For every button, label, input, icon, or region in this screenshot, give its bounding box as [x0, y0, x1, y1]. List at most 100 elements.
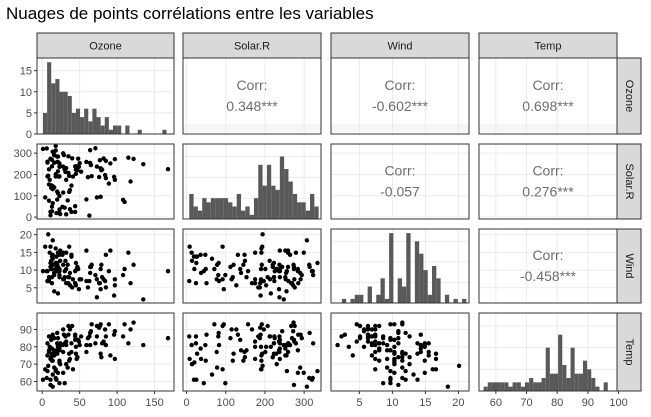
scatter-point — [58, 258, 63, 264]
scatter-Wind-vs-Solar.R — [187, 232, 320, 302]
scatter-point — [203, 358, 208, 363]
panel-border — [182, 143, 322, 220]
scatter-point — [281, 297, 286, 302]
histogram-bar — [512, 382, 517, 391]
scatter-point — [256, 285, 261, 290]
scatter-point — [373, 334, 378, 339]
scatter-point — [223, 272, 228, 278]
scatter-point — [241, 262, 246, 267]
scatter-point — [48, 244, 53, 249]
y-tick-label: 10 — [20, 87, 32, 99]
scatter-point — [396, 382, 401, 388]
scatter-point — [63, 361, 69, 367]
histogram-bar — [419, 253, 424, 303]
histogram-bar — [71, 112, 76, 134]
histogram-bar — [558, 334, 563, 391]
y-tick-label: 5 — [26, 283, 32, 295]
scatter-point — [228, 264, 233, 270]
scatter-point — [220, 367, 225, 372]
scatter-point — [357, 323, 363, 329]
scatter-point — [101, 156, 106, 161]
scatter-point — [103, 342, 109, 348]
scatter-point — [44, 268, 49, 274]
scatter-point — [141, 162, 146, 167]
scatter-Solar.R-vs-Ozone — [40, 143, 171, 218]
scatter-point — [263, 266, 268, 272]
row-strip-label: Ozone — [623, 80, 635, 112]
scatter-point — [277, 266, 283, 272]
scatter-point — [216, 272, 221, 278]
histogram-bar — [591, 378, 596, 391]
scatter-point — [433, 351, 439, 356]
x-tick-label: 0 — [183, 397, 189, 409]
scatter-point — [267, 334, 272, 339]
scatter-point — [260, 232, 265, 237]
scatter-point — [209, 256, 215, 261]
histogram-bar — [297, 202, 302, 219]
panel-Temp-Solar.R — [183, 313, 321, 391]
scatter-point — [98, 166, 103, 171]
scatter-point — [430, 367, 435, 372]
x-tick-label: 100 — [609, 397, 627, 409]
scatter-point — [61, 370, 66, 375]
scatter-point — [43, 244, 48, 249]
scatter-point — [52, 289, 57, 294]
scatter-point — [249, 327, 255, 332]
row-strip-label: Temp — [623, 339, 635, 366]
correlation-value: 0.348*** — [226, 98, 278, 114]
scatter-point — [380, 334, 386, 339]
scatter-point — [72, 337, 78, 343]
scatter-point — [234, 327, 239, 332]
scatter-point — [45, 278, 50, 284]
scatter-point — [67, 187, 73, 193]
scatter-point — [45, 341, 50, 346]
scatter-point — [265, 274, 270, 280]
scatter-point — [369, 353, 375, 358]
histogram-bar — [249, 214, 254, 219]
scatter-point — [284, 368, 290, 374]
histogram-bar — [432, 266, 437, 303]
scatter-point — [238, 270, 244, 276]
scatter-point — [245, 268, 251, 274]
scatter-point — [62, 341, 67, 346]
histogram-bar — [210, 198, 216, 219]
scatter-point — [50, 252, 55, 258]
scatter-point — [112, 329, 118, 334]
scatter-point — [407, 361, 412, 367]
scatter-point — [47, 177, 52, 182]
histogram-bar — [75, 108, 81, 134]
scatter-point — [220, 244, 225, 249]
scatter-point — [87, 342, 93, 348]
scatter-point — [433, 367, 439, 372]
scatter-point — [258, 293, 263, 298]
scatter-point — [108, 161, 113, 166]
column-strip — [36, 32, 175, 59]
panel-Temp-Wind — [331, 313, 469, 391]
scatter-point — [94, 295, 100, 300]
scatter-point — [292, 277, 297, 282]
scatter-point — [53, 246, 58, 251]
y-tick-label: 0 — [26, 129, 32, 141]
scatter-point — [192, 266, 197, 272]
panel-background — [183, 229, 321, 303]
scatter-point — [69, 341, 74, 346]
scatter-point — [299, 335, 304, 341]
histogram-bar — [279, 156, 285, 219]
scatter-point — [212, 266, 217, 272]
histogram-bar — [566, 378, 571, 391]
histogram-bar — [112, 125, 118, 134]
histogram-bar — [427, 294, 433, 303]
histogram-bar — [578, 373, 583, 391]
scatter-point — [291, 266, 297, 272]
scatter-point — [373, 342, 378, 348]
scatter-point — [315, 368, 320, 374]
scatter-point — [126, 341, 131, 346]
correlation-value: 0.698*** — [522, 98, 574, 114]
scatter-point — [45, 353, 50, 358]
scatter-point — [112, 283, 118, 288]
scatter-point — [106, 322, 112, 327]
histogram-bar — [508, 386, 513, 391]
scatter-point — [203, 342, 208, 348]
scatter-point — [50, 238, 55, 243]
